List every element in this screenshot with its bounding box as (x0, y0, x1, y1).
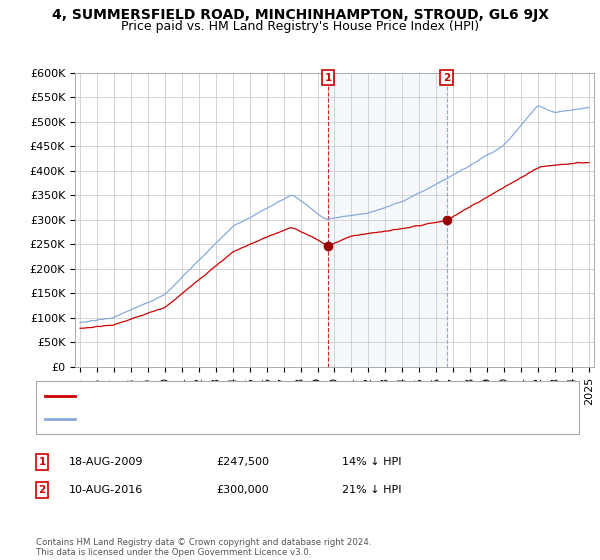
Text: Price paid vs. HM Land Registry's House Price Index (HPI): Price paid vs. HM Land Registry's House … (121, 20, 479, 32)
Text: 10-AUG-2016: 10-AUG-2016 (69, 485, 143, 495)
Text: 2: 2 (443, 73, 450, 83)
Bar (328, 73, 446, 367)
Text: 2: 2 (38, 485, 46, 495)
Text: Contains HM Land Registry data © Crown copyright and database right 2024.
This d: Contains HM Land Registry data © Crown c… (36, 538, 371, 557)
Text: 1: 1 (38, 457, 46, 467)
Text: 4, SUMMERSFIELD ROAD, MINCHINHAMPTON, STROUD, GL6 9JX (detached house): 4, SUMMERSFIELD ROAD, MINCHINHAMPTON, ST… (81, 391, 506, 401)
Text: 18-AUG-2009: 18-AUG-2009 (69, 457, 143, 467)
Text: £247,500: £247,500 (216, 457, 269, 467)
Text: HPI: Average price, detached house, Stroud: HPI: Average price, detached house, Stro… (81, 414, 308, 424)
Text: 14% ↓ HPI: 14% ↓ HPI (342, 457, 401, 467)
Text: 1: 1 (325, 73, 332, 83)
Text: 21% ↓ HPI: 21% ↓ HPI (342, 485, 401, 495)
Text: £300,000: £300,000 (216, 485, 269, 495)
Text: 4, SUMMERSFIELD ROAD, MINCHINHAMPTON, STROUD, GL6 9JX: 4, SUMMERSFIELD ROAD, MINCHINHAMPTON, ST… (52, 8, 548, 22)
